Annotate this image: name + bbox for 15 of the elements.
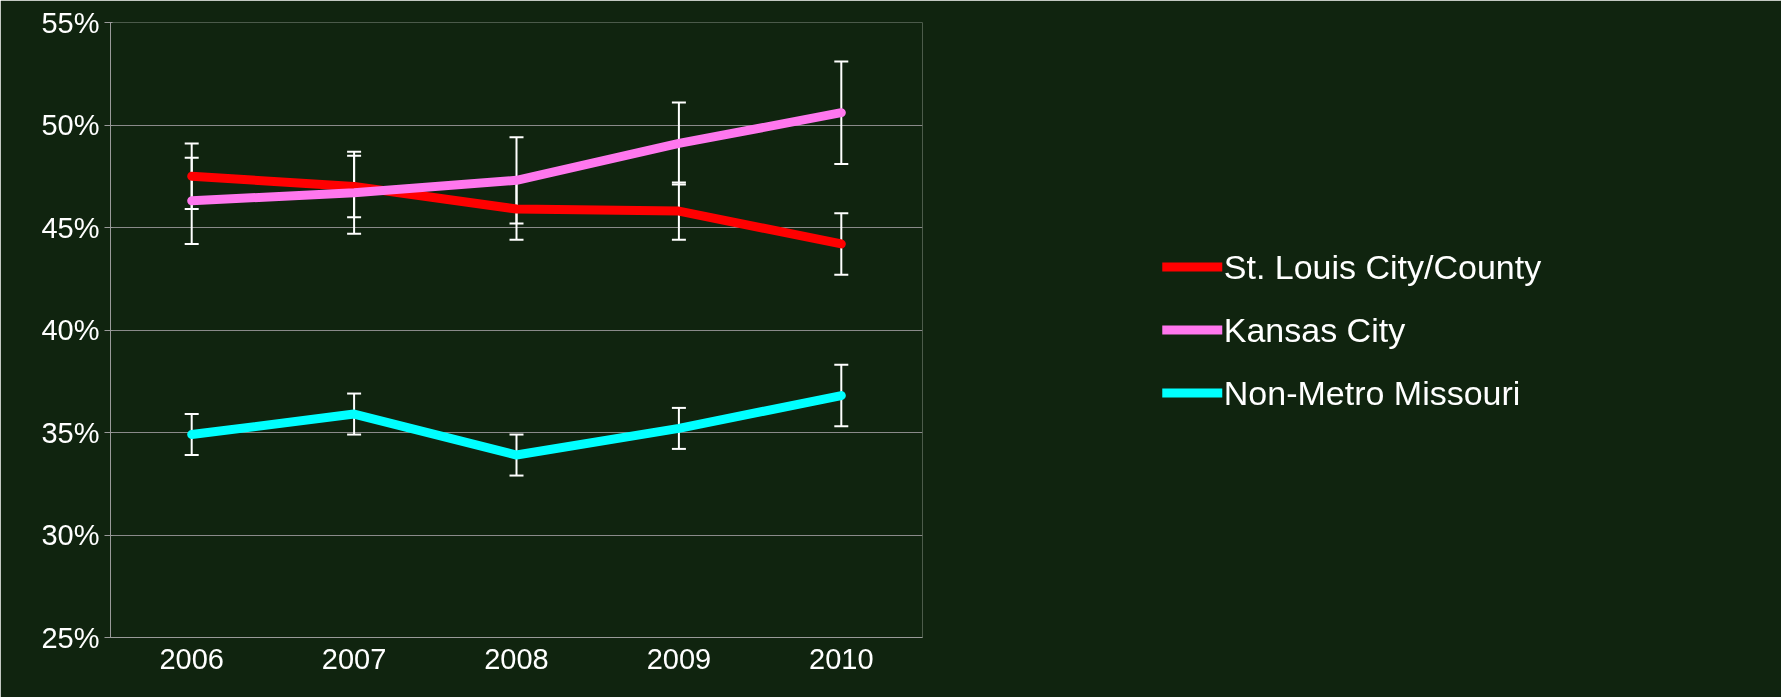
legend-label: Non-Metro Missouri xyxy=(1223,373,1521,412)
legend-label: St. Louis City/County xyxy=(1223,247,1542,286)
y-tick-label: 30% xyxy=(41,519,100,551)
x-tick-label: 2010 xyxy=(809,642,874,675)
x-tick-label: 2009 xyxy=(646,642,712,675)
legend-label: Kansas City xyxy=(1223,310,1406,349)
y-tick-label: 35% xyxy=(41,416,100,449)
x-tick-label: 2008 xyxy=(484,642,549,675)
x-tick-label: 2006 xyxy=(159,642,224,675)
y-tick-label: 45% xyxy=(41,211,100,244)
y-tick-label: 50% xyxy=(41,109,100,141)
x-tick-label: 2007 xyxy=(321,642,387,675)
y-tick-label: 25% xyxy=(41,621,100,654)
y-tick-label: 55% xyxy=(41,6,100,39)
y-tick-label: 40% xyxy=(41,314,100,346)
